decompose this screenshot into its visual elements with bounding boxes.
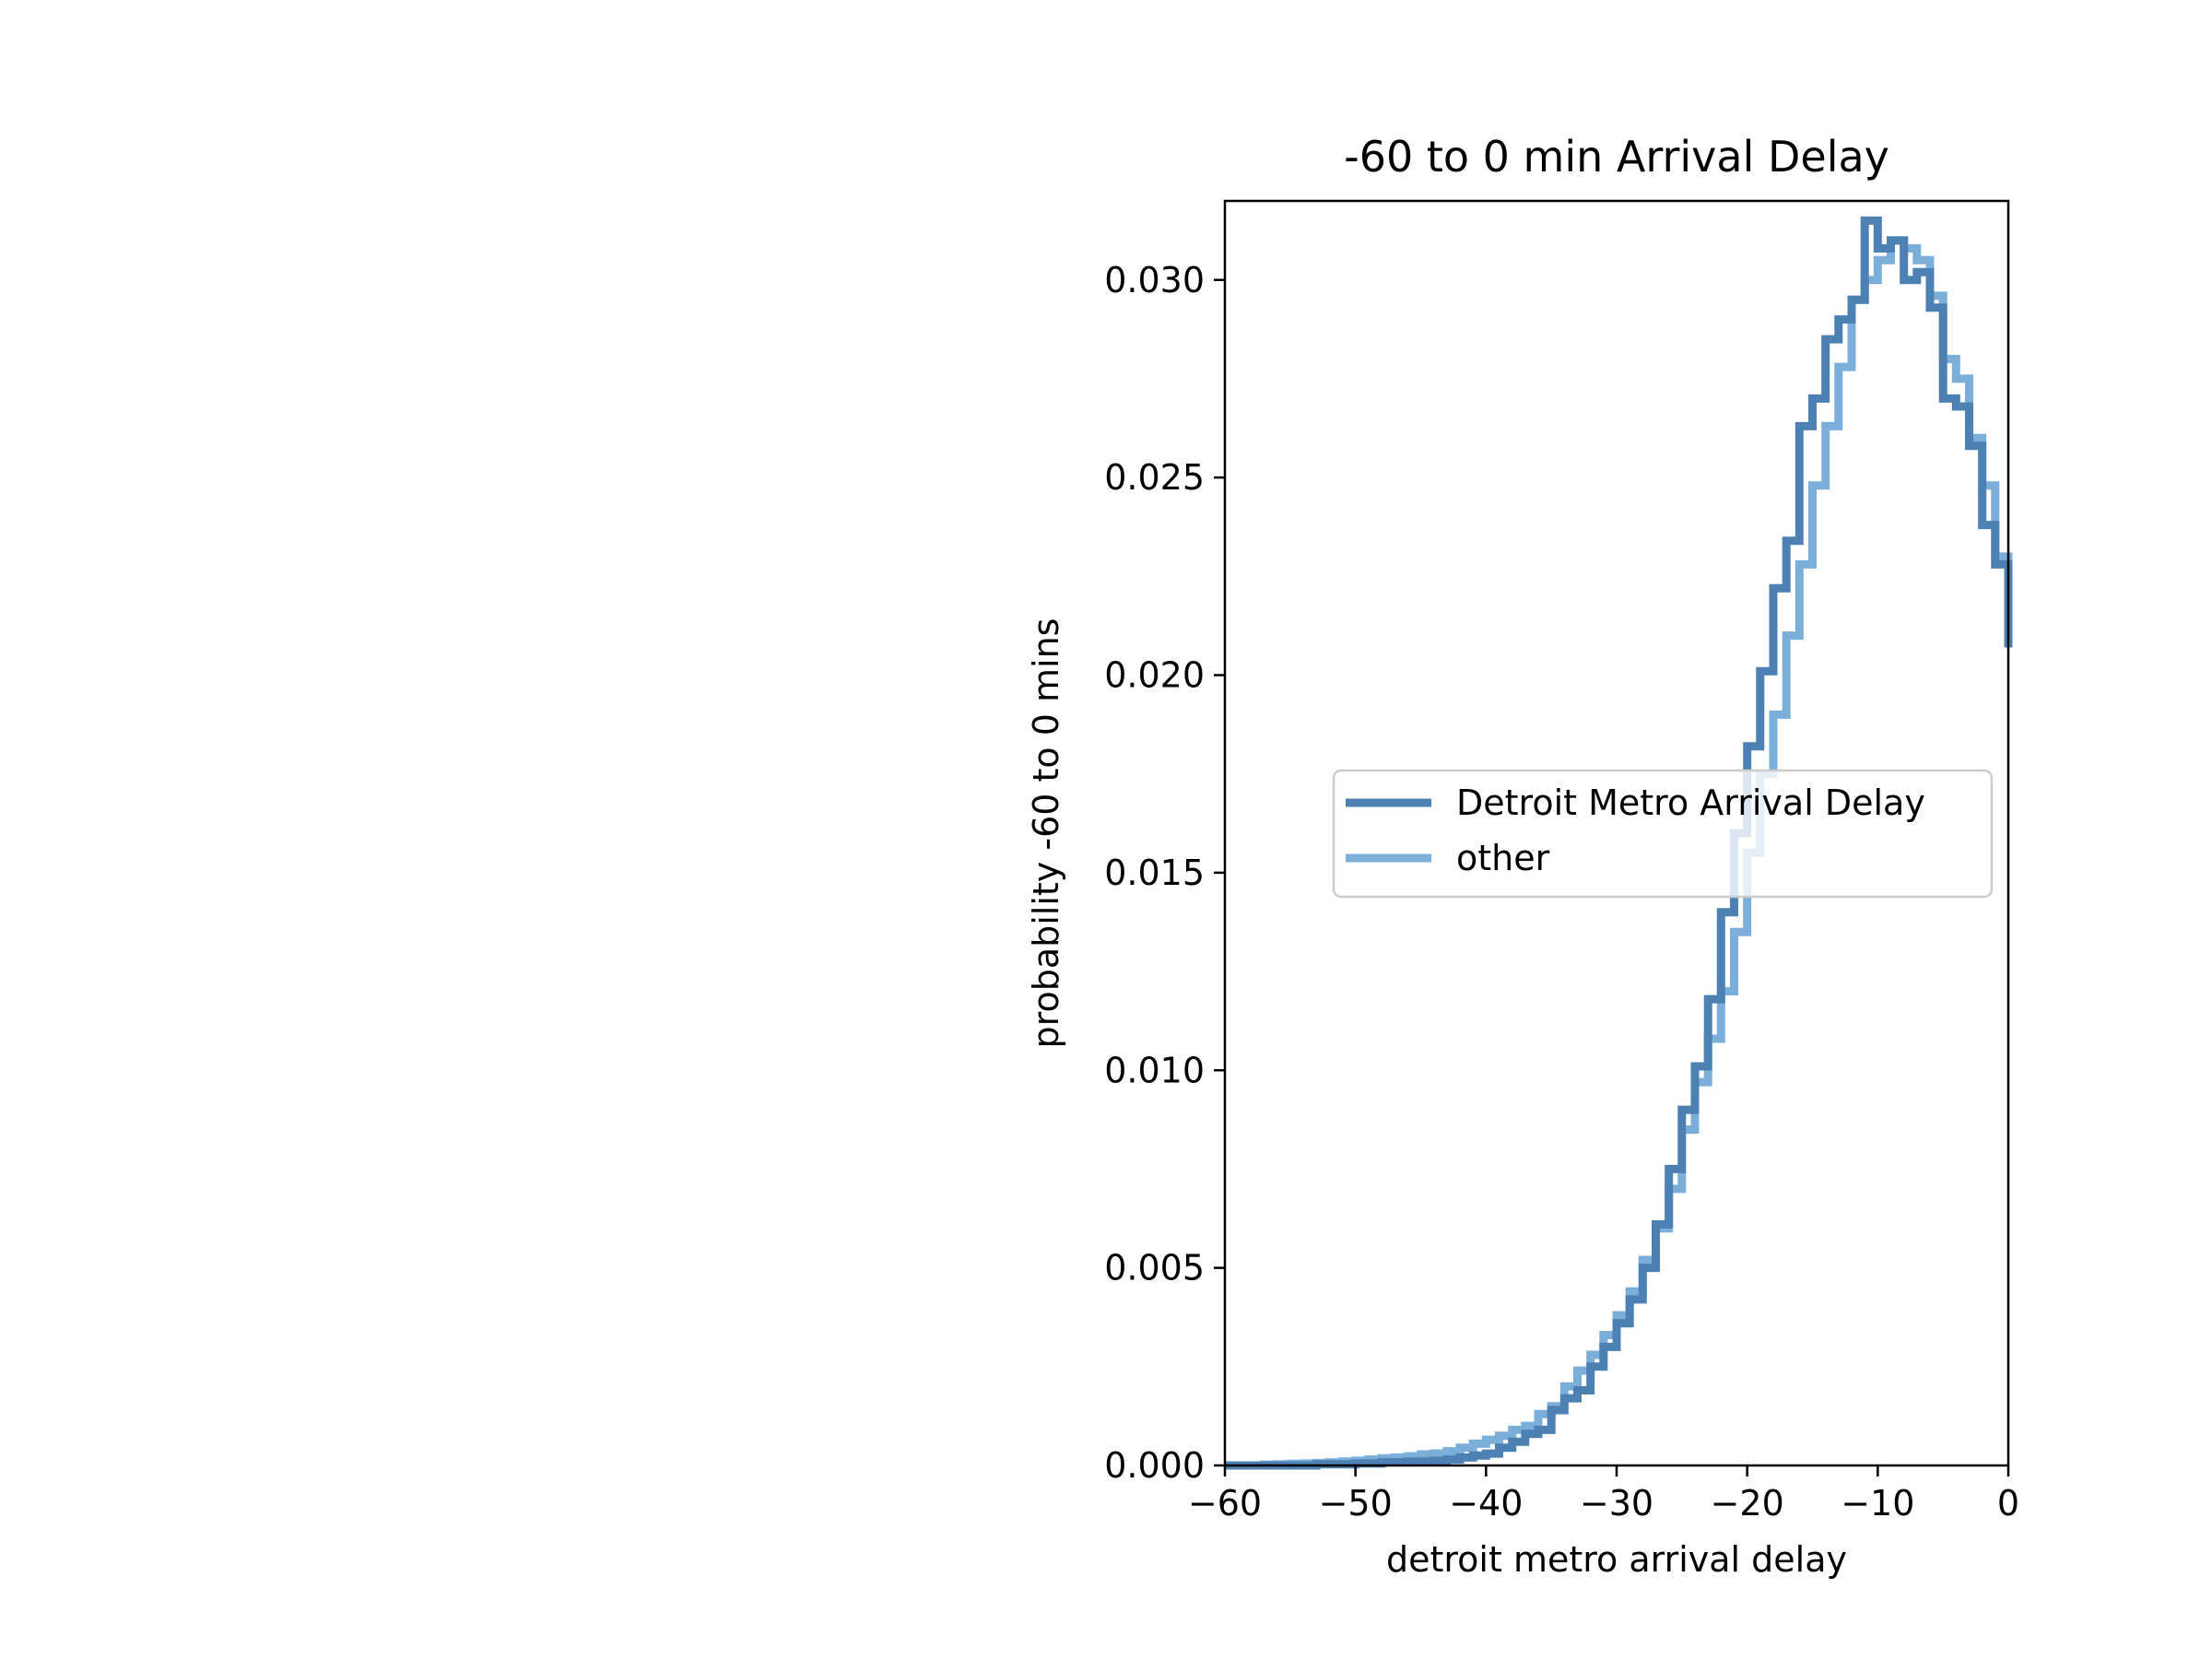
x-tick-label: −40: [1449, 1483, 1523, 1524]
x-tick-label: 0: [1997, 1483, 2019, 1524]
x-tick-label: −30: [1580, 1483, 1653, 1524]
x-tick-label: −10: [1841, 1483, 1914, 1524]
x-tick-label: −50: [1319, 1483, 1393, 1524]
y-tick-label: 0.000: [1104, 1445, 1205, 1486]
y-tick-label: 0.005: [1104, 1248, 1205, 1288]
chart-title: -60 to 0 min Arrival Delay: [1344, 132, 1889, 182]
y-tick-label: 0.020: [1104, 655, 1205, 696]
y-tick-label: 0.025: [1104, 457, 1205, 498]
legend-label-other: other: [1456, 838, 1550, 878]
legend: Detroit Metro Arrival Delay other: [1332, 769, 1994, 899]
legend-box: [1332, 769, 1994, 899]
y-tick-label: 0.010: [1104, 1050, 1205, 1090]
x-axis-label: detroit metro arrival delay: [1386, 1539, 1847, 1580]
legend-label-detroit: Detroit Metro Arrival Delay: [1456, 782, 1925, 823]
y-tick-label: 0.030: [1104, 260, 1205, 300]
y-axis-label: probability -60 to 0 mins: [1026, 618, 1066, 1049]
x-tick-label: −20: [1711, 1483, 1784, 1524]
series-line-0: [1225, 216, 2013, 1470]
y-axis: 0.000 0.005 0.010 0.015 0.020 0.025 0.030: [1104, 260, 1225, 1486]
x-tick-label: −60: [1188, 1483, 1262, 1524]
y-tick-label: 0.015: [1104, 853, 1205, 893]
x-axis: −60 −50 −40 −30 −20 −10 0: [1188, 1465, 2019, 1524]
series-layer: [1225, 216, 2013, 1470]
